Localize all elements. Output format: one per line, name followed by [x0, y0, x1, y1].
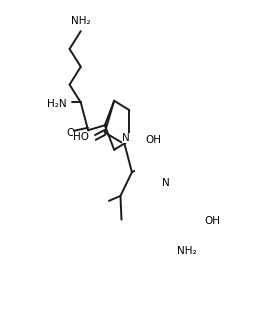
Text: N: N	[121, 133, 129, 143]
Text: OH: OH	[203, 216, 219, 226]
Text: OH: OH	[145, 136, 161, 146]
Text: O: O	[66, 128, 74, 138]
Text: H₂N: H₂N	[46, 100, 66, 110]
Text: NH₂: NH₂	[176, 246, 196, 256]
Text: N: N	[161, 178, 169, 188]
Text: NH₂: NH₂	[71, 16, 90, 26]
Text: HO: HO	[73, 132, 89, 142]
